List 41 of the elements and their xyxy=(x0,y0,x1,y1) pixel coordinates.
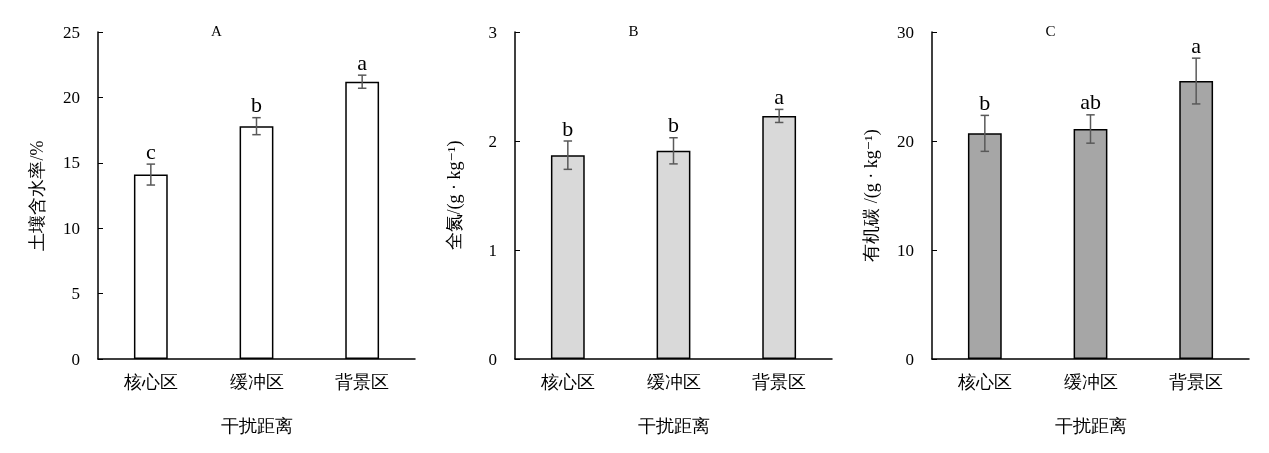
x-tick-label: 核心区 xyxy=(956,372,1012,392)
chart-title: A xyxy=(211,22,223,39)
x-tick-label: 核心区 xyxy=(122,372,178,392)
y-tick-label: 0 xyxy=(71,349,80,369)
x-tick-label: 核心区 xyxy=(539,372,595,392)
x-axis-title: 干扰距离 xyxy=(637,416,710,436)
data-label: a xyxy=(357,49,368,75)
x-tick-label: 背景区 xyxy=(752,372,807,392)
y-tick-label: 1 xyxy=(488,240,497,260)
y-tick-label: 0 xyxy=(905,349,914,369)
data-label: b xyxy=(979,89,991,115)
x-tick-label: 缓冲区 xyxy=(1063,372,1118,392)
x-tick-label: 背景区 xyxy=(335,372,390,392)
y-tick-label: 25 xyxy=(63,22,80,42)
y-axis-title: 土壤含水率/% xyxy=(27,140,47,251)
chart-title: C xyxy=(1045,22,1056,39)
y-tick-label: 2 xyxy=(488,131,497,151)
y-axis-title: 全氮/(g · kg⁻¹) xyxy=(444,140,465,251)
data-label: ab xyxy=(1080,89,1101,115)
x-tick-label: 缓冲区 xyxy=(646,372,701,392)
y-tick-label: 10 xyxy=(63,218,80,238)
chart-title: B xyxy=(628,22,639,39)
x-axis-title: 干扰距离 xyxy=(1054,416,1127,436)
x-tick-label: 背景区 xyxy=(1169,372,1224,392)
y-tick-label: 20 xyxy=(897,131,914,151)
y-axis-title: 有机碳 /(g · kg⁻¹) xyxy=(861,129,882,262)
y-tick-label: 0 xyxy=(488,349,497,369)
data-label: b xyxy=(668,112,679,138)
y-tick-label: 10 xyxy=(897,240,914,260)
x-tick-label: 缓冲区 xyxy=(229,372,284,392)
y-tick-label: 5 xyxy=(71,284,80,304)
y-tick-label: 20 xyxy=(63,87,80,107)
data-label: b xyxy=(562,115,574,141)
y-tick-label: 15 xyxy=(63,153,80,173)
data-label: c xyxy=(145,138,156,164)
data-label: a xyxy=(1191,32,1202,58)
y-tick-label: 3 xyxy=(488,22,497,42)
data-label: b xyxy=(251,92,262,118)
y-tick-label: 30 xyxy=(897,22,914,42)
x-axis-title: 干扰距离 xyxy=(220,416,293,436)
data-label: a xyxy=(774,83,785,109)
